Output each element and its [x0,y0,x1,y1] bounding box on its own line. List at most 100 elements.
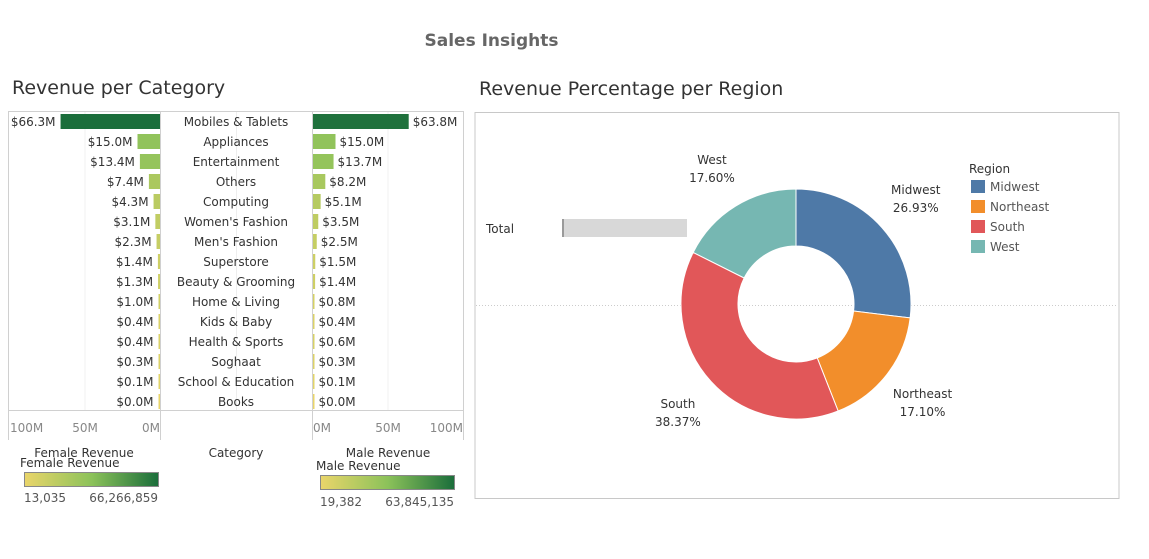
male-bar-label: $13.7M [338,155,383,169]
category-label: Kids & Baby [200,315,272,329]
female-bar-label: $0.4M [116,315,153,329]
female-axis-tick: 0M [142,421,160,435]
female-bar-label: $0.1M [116,375,153,389]
female-bar-label: $0.0M [116,395,153,409]
male-bar-label: $1.5M [319,255,356,269]
donut-slice-west [692,188,797,279]
donut-label: Northeast [893,387,953,401]
female-legend-max: 66,266,859 [89,491,158,505]
male-revenue-header: Male Revenue [346,446,431,460]
category-label: Beauty & Grooming [177,275,295,289]
male-bar-label: $1.4M [319,275,356,289]
donut-chart: Midwest 26.93% Northeast 17.10% South 38.37% W… [655,153,952,429]
male-bar-label: $3.5M [322,215,359,229]
female-bar [156,234,160,249]
donut-label: Midwest [891,183,941,197]
category-label: Men's Fashion [194,235,278,249]
total-label: Total [485,222,514,236]
female-bar-label: $13.4M [90,155,135,169]
female-bar [157,254,160,269]
male-axis-tick: 100M [430,421,463,435]
legend-label: Northeast [990,200,1050,214]
legend-swatch-midwest [971,180,985,193]
category-label: Computing [203,195,269,209]
male-bar [313,374,315,389]
category-label: Superstore [203,255,269,269]
female-revenue-header: Female Revenue [34,446,133,460]
category-label: Health & Sports [189,335,284,349]
female-bar [153,194,160,209]
category-label: Appliances [203,135,268,149]
male-bar-label: $2.5M [321,235,358,249]
revenue-per-category-chart: $66.3M $63.8M Mobiles & Tablets $15.0M $15.0… [8,111,464,460]
legend-label: South [990,220,1025,234]
female-bar [148,174,160,189]
category-label: Books [218,395,254,409]
total-bar [562,219,687,237]
region-legend: Midwest Northeast South West [971,180,1050,254]
male-bar-label: $0.6M [319,335,356,349]
male-bar-label: $15.0M [340,135,385,149]
male-bar-label: $0.8M [319,295,356,309]
female-axis-tick: 100M [10,421,43,435]
female-bar [158,274,160,289]
male-bar-label: $0.3M [319,355,356,369]
male-legend-min: 19,382 [320,495,362,509]
revenue-per-region-title: Revenue Percentage per Region [479,78,784,100]
donut-value-label: 17.10% [900,405,946,419]
donut-slice-south [680,251,839,420]
dashboard-title: Sales Insights [424,31,559,51]
male-bar [313,194,321,209]
legend-label: West [990,240,1020,254]
male-bar-label: $8.2M [329,175,366,189]
male-bar [313,114,409,129]
female-bar-label: $2.3M [114,235,151,249]
male-axis-tick: 0M [313,421,331,435]
female-bar [158,354,160,369]
female-bar-label: $4.3M [111,195,148,209]
donut-slice-midwest [795,188,912,319]
male-bar [313,214,319,229]
female-bar-label: $0.3M [116,355,153,369]
female-bar [158,394,160,409]
female-bar-label: $7.4M [107,175,144,189]
male-bar [313,334,315,349]
category-label: Home & Living [192,295,280,309]
legend-swatch-south [971,220,985,233]
female-bar-label: $15.0M [88,135,133,149]
male-bar-label: $0.4M [319,315,356,329]
female-bar [137,134,160,149]
female-legend-title: Female Revenue [20,456,120,470]
male-bar [313,394,315,409]
female-bar [158,334,160,349]
male-bar [313,294,315,309]
female-bar [158,294,160,309]
male-bar [313,154,334,169]
category-panel-border [8,111,464,411]
female-legend-min: 13,035 [24,491,66,505]
male-bar [313,314,315,329]
male-bar [313,274,316,289]
female-bar [139,154,160,169]
female-bar-label: $0.4M [116,335,153,349]
male-bar [313,134,336,149]
category-label: Mobiles & Tablets [184,115,289,129]
category-header: Category [209,446,264,460]
female-bar-label: $1.0M [116,295,153,309]
total-bar-marker [562,219,564,237]
category-label: Women's Fashion [184,215,288,229]
male-bar-label: $0.1M [319,375,356,389]
male-bar [313,354,315,369]
female-bar [60,114,160,129]
category-label: School & Education [178,375,295,389]
category-label: Others [216,175,256,189]
donut-value-label: 17.60% [689,171,735,185]
female-axis-tick: 50M [72,421,98,435]
female-color-legend [24,472,159,487]
male-bar [313,234,317,249]
region-panel-border [474,112,1120,499]
male-bar-label: $0.0M [319,395,356,409]
donut-label: South [660,397,695,411]
donut-value-label: 26.93% [893,201,939,215]
